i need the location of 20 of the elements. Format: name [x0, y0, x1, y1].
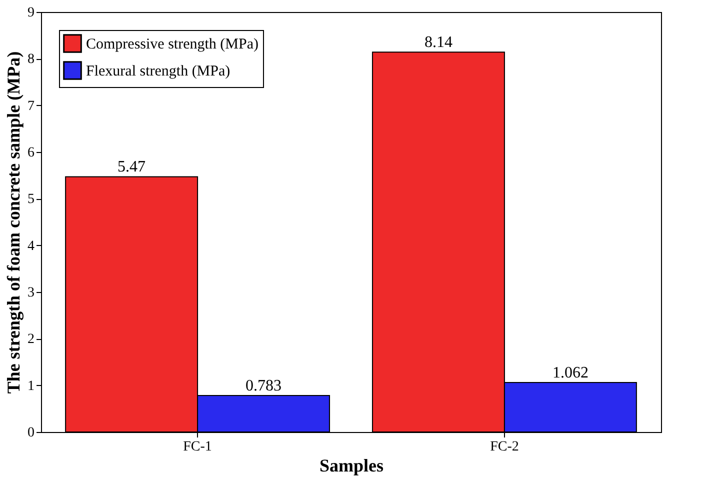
y-tick-label: 7 [28, 98, 34, 114]
y-tick-label: 5 [28, 192, 34, 208]
data-label: 8.14 [424, 34, 452, 52]
y-tick-label: 0 [28, 426, 34, 440]
data-label: 0.783 [246, 377, 282, 394]
y-tick-label: 6 [28, 146, 34, 160]
y-axis-title: The strength of foam concrete sample (MPa) [4, 51, 24, 394]
x-tick-label: FC-1 [183, 440, 212, 454]
data-label: 1.062 [552, 364, 588, 382]
y-tick-label: 3 [28, 286, 34, 300]
y-tick-label: 9 [28, 6, 34, 20]
x-axis-title: Samples [319, 456, 384, 476]
y-tick-label: 4 [28, 238, 34, 254]
legend-label: Flexural strength (MPa) [86, 64, 230, 80]
y-tick-label: 1 [28, 378, 34, 394]
x-tick-label: FC-2 [490, 440, 519, 454]
y-tick-label: 8 [28, 52, 34, 68]
data-label: 5.47 [118, 158, 146, 176]
y-tick-label: 2 [28, 332, 34, 348]
legend-label: Compressive strength (MPa) [86, 36, 258, 52]
